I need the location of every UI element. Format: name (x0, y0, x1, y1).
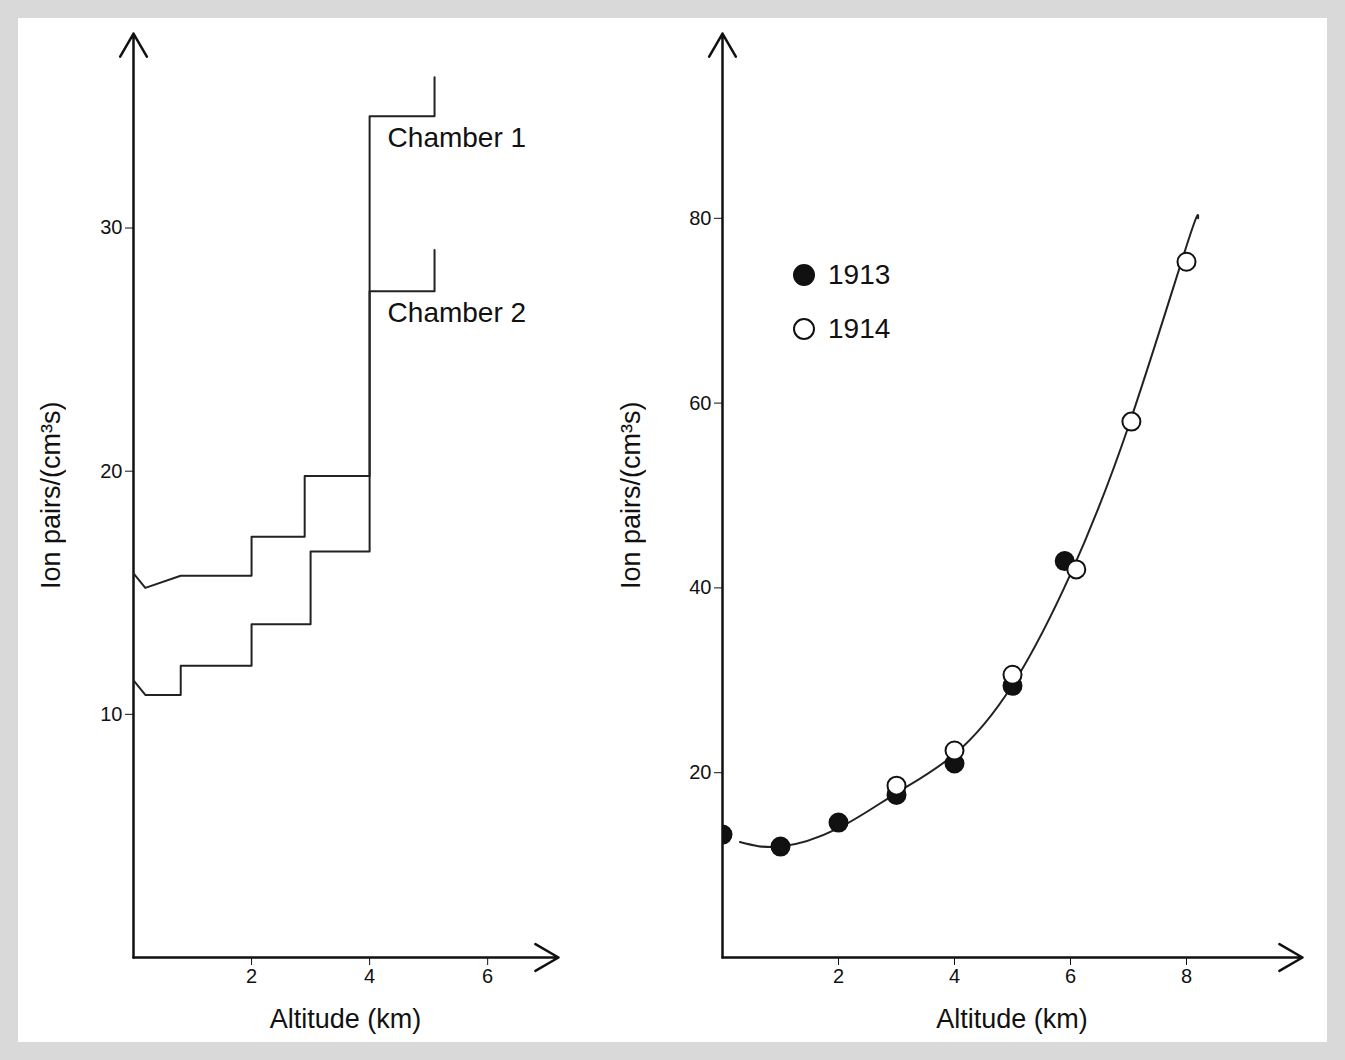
html-text:1914: 1914 (828, 313, 891, 344)
html-text:Altitude (km): Altitude (km) (269, 1004, 422, 1034)
svg-text:Chamber 2: Chamber 2 (388, 297, 527, 328)
svg-text:4: 4 (364, 965, 375, 987)
svg-text:40: 40 (689, 576, 711, 598)
svg-text:8: 8 (1181, 965, 1192, 987)
html-text:Altitude (km): Altitude (km) (936, 1004, 1088, 1034)
svg-text:6: 6 (1065, 965, 1076, 987)
svg-text:30: 30 (100, 216, 122, 238)
html-text:1913: 1913 (828, 259, 891, 290)
svg-text:6: 6 (482, 965, 493, 987)
svg-text:10: 10 (100, 703, 122, 725)
svg-text:80: 80 (689, 207, 711, 229)
html-text:Ion pairs/(cm³s): Ion pairs/(cm³s) (36, 401, 66, 589)
svg-text:20: 20 (689, 761, 711, 783)
svg-text:4: 4 (949, 965, 960, 987)
svg-text:2: 2 (833, 965, 844, 987)
svg-text:2: 2 (246, 965, 257, 987)
svg-text:20: 20 (100, 460, 122, 482)
svg-text:Chamber 1: Chamber 1 (388, 122, 527, 153)
html-text:Ion pairs/(cm³s): Ion pairs/(cm³s) (616, 401, 646, 589)
svg-text:60: 60 (689, 392, 711, 414)
